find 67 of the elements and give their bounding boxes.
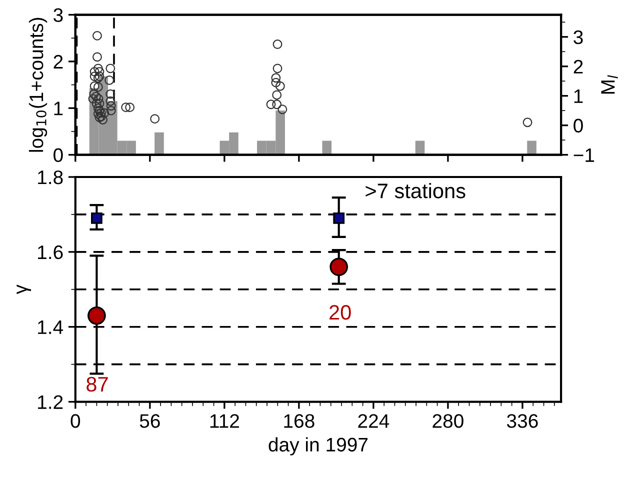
point [93,104,103,113]
y2-tick-label: 1 [574,90,583,103]
point [278,104,288,114]
y-tick-label: 1.6 [38,245,63,260]
point [106,106,116,116]
point [88,306,106,325]
point [89,89,99,99]
y-tick-label: 1.4 [38,320,64,334]
point [106,101,116,111]
y2-tick-label: 2 [574,60,583,74]
annotation: >7 stations [366,183,466,198]
point [272,100,282,110]
point [93,82,103,92]
y2-tick-label: −1 [574,148,594,162]
point [92,52,102,62]
point [88,94,98,104]
y-tick-label: 1 [54,102,63,116]
point [272,90,282,100]
point [125,102,135,112]
y-tick-label: 2 [54,54,63,69]
point [92,98,102,108]
point [104,76,114,85]
point [91,92,101,102]
y-axis-title: log$_{10}$(1+counts) [28,18,48,152]
annotation: 20 [330,304,351,320]
point [522,118,532,128]
x-tick-label: 0 [70,414,80,428]
y-tick-label: 1.8 [38,170,63,184]
point [90,212,102,224]
point [98,115,108,124]
point [96,108,106,118]
y2-tick-label: 3 [574,30,583,44]
x-tick-label: 280 [432,414,464,428]
point [271,78,281,88]
point [121,102,131,112]
point [90,66,100,76]
y-tick-label: 3 [54,8,63,22]
point [272,64,282,74]
point [272,40,282,49]
point [271,73,281,83]
point [275,81,285,91]
point [106,96,116,106]
point [106,89,116,99]
x-tick-label: 168 [284,414,314,428]
y2-axis-title: M$_{l}$ [601,75,618,94]
x-tick-label: 336 [506,414,538,428]
y2-tick-label: 0 [574,118,583,133]
point [266,100,276,110]
point [90,81,100,91]
x-tick-label: 224 [358,414,390,428]
point [90,72,100,82]
x-axis-title: day in 1997 [268,437,368,456]
x-tick-label: 56 [140,414,160,428]
annotation: 87 [86,376,108,392]
point [93,64,103,74]
y-tick-label: 0 [54,148,63,162]
point [150,114,160,124]
point [106,64,116,74]
x-tick-label: 112 [210,414,239,428]
y-axis-title: γ [16,284,32,294]
point [92,30,102,40]
point [333,212,345,224]
point [94,66,104,76]
y-tick-label: 1.2 [38,395,63,409]
point [330,258,348,276]
point [94,94,104,104]
point [94,98,104,108]
